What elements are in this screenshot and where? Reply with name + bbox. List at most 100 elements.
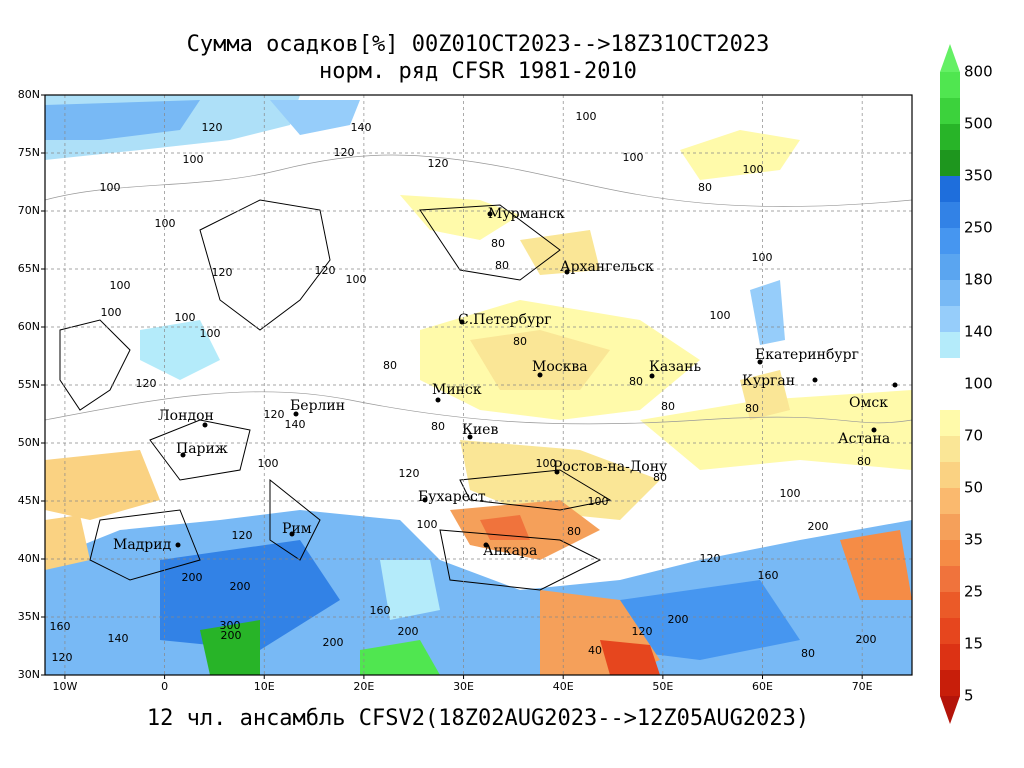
contour-label: 80 (653, 471, 667, 484)
y-tick-label: 40N (18, 552, 40, 565)
contour-label: 120 (52, 651, 73, 664)
x-tick-label: 30E (453, 680, 474, 693)
city-label: Курган (742, 373, 795, 389)
contour-label: 100 (110, 279, 131, 292)
contour-label: 100 (536, 457, 557, 470)
city-label: Киев (462, 422, 498, 438)
x-tick-label: 70E (852, 680, 873, 693)
colorbar-label: 50 (964, 479, 983, 497)
city-dot (293, 411, 299, 417)
city-dot (459, 319, 465, 325)
city-dot (871, 427, 877, 433)
title-line-2: норм. ряд CFSR 1981-2010 (319, 59, 637, 84)
contour-label: 200 (323, 636, 344, 649)
city-dot (422, 497, 428, 503)
contour-label: 300 (220, 619, 241, 632)
contour-label: 80 (513, 335, 527, 348)
x-tick-label: 60E (752, 680, 773, 693)
city-dot (649, 373, 655, 379)
y-tick-label: 35N (18, 610, 40, 623)
colorbar-label: 70 (964, 427, 983, 445)
contour-label: 100 (780, 487, 801, 500)
contour-label: 160 (370, 604, 391, 617)
contour-label: 80 (698, 181, 712, 194)
city-label: Казань (649, 359, 701, 375)
contour-label: 100 (258, 457, 279, 470)
city-dot (483, 542, 489, 548)
colorbar-segment (940, 202, 960, 229)
contour-label: 160 (758, 569, 779, 582)
y-tick-label: 70N (18, 204, 40, 217)
city-dot (564, 269, 570, 275)
contour-label: 80 (567, 525, 581, 538)
colorbar-segment (940, 98, 960, 125)
city-label: Минск (432, 382, 482, 398)
contour-label: 100 (743, 163, 764, 176)
city-dot (175, 542, 181, 548)
city-dot (537, 372, 543, 378)
footer: 12 чл. ансамбль CFSV2(18Z02AUG2023-->12Z… (147, 706, 809, 731)
colorbar-segment (940, 176, 960, 203)
colorbar-segment (940, 436, 960, 463)
y-tick-label: 75N (18, 146, 40, 159)
city-dot (892, 382, 898, 388)
colorbar-segment (940, 332, 960, 359)
city-label: Анкара (483, 543, 537, 559)
city-label: Лондон (158, 408, 214, 424)
city-label: Омск (849, 395, 888, 411)
colorbar-segment (940, 72, 960, 99)
contour-label: 140 (351, 121, 372, 134)
colorbar-segment (940, 280, 960, 307)
contour-label: 40 (588, 644, 602, 657)
contour-label: 100 (101, 306, 122, 319)
y-tick-label: 55N (18, 378, 40, 391)
contour-label: 120 (136, 377, 157, 390)
contour-label: 120 (399, 467, 420, 480)
city-label: Рим (282, 521, 312, 537)
city-dot (202, 422, 208, 428)
contour-label: 120 (632, 625, 653, 638)
title-line-1: Сумма осадков[%] 00Z01OCT2023-->18Z31OCT… (187, 32, 770, 57)
colorbar-segment (940, 410, 960, 437)
map-area: 120 140 120 100 120 100 100 100 100 80 100 80 80 100 1… (45, 95, 912, 675)
contour-label: 200 (398, 625, 419, 638)
contour-label: 80 (495, 259, 509, 272)
city-dot (812, 377, 818, 383)
contour-label: 80 (629, 375, 643, 388)
colorbar-label: 35 (964, 531, 983, 549)
city-label: Москва (532, 359, 588, 375)
contour-label: 100 (417, 518, 438, 531)
colorbar-segment (940, 670, 960, 697)
colorbar-segment (940, 150, 960, 177)
contour-label: 200 (668, 613, 689, 626)
colorbar-segment (940, 540, 960, 567)
city-dot (289, 531, 295, 537)
contour-label: 200 (182, 571, 203, 584)
contour-label: 120 (264, 408, 285, 421)
colorbar-segment (940, 306, 960, 333)
colorbar-segment (940, 254, 960, 281)
city-label: Мадрид (113, 537, 172, 553)
colorbar-segment (940, 592, 960, 619)
contour-label: 200 (230, 580, 251, 593)
contour-label: 80 (857, 455, 871, 468)
city-label: Астана (838, 431, 890, 447)
colorbar-label: 15 (964, 635, 983, 653)
colorbar-label: 140 (964, 323, 993, 341)
colorbar-label: 250 (964, 219, 993, 237)
contour-label: 120 (212, 266, 233, 279)
contour-label: 100 (155, 217, 176, 230)
contour-label: 100 (623, 151, 644, 164)
contour-label: 80 (383, 359, 397, 372)
city-dot (757, 359, 763, 365)
contour-label: 100 (100, 181, 121, 194)
city-label: Екатеринбург (755, 347, 859, 363)
colorbar-segment (940, 618, 960, 645)
contour-label: 200 (221, 629, 242, 642)
y-tick-label: 60N (18, 320, 40, 333)
contour-label: 100 (576, 110, 597, 123)
contour-label: 160 (50, 620, 71, 633)
contour-label: 100 (346, 273, 367, 286)
city-dot (180, 452, 186, 458)
